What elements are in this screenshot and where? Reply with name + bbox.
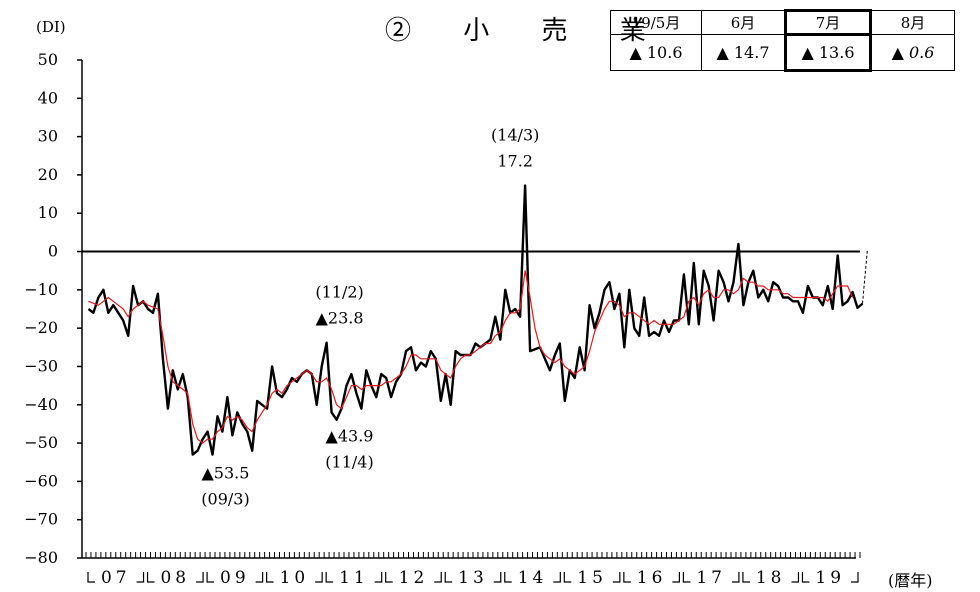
year-bracket-right — [553, 572, 561, 583]
year-bracket-right — [851, 572, 859, 583]
ref-header-jul: 7月 — [784, 9, 872, 36]
year-label: 13 — [458, 568, 488, 588]
year-bracket-left — [801, 572, 810, 583]
annotation-label: (09/3) — [201, 489, 249, 508]
annotation-label: 17.2 — [497, 152, 533, 171]
y-tick-label: 0 — [48, 242, 58, 261]
annotation-label: ▲53.5 — [202, 463, 250, 482]
series-line-di — [87, 184, 864, 456]
year-label: 10 — [280, 568, 310, 588]
year-label: 18 — [756, 568, 786, 588]
ref-value-jul: ▲ 13.6 — [784, 33, 872, 72]
annotation-label: ▲23.8 — [316, 309, 364, 328]
year-bracket-left — [742, 572, 750, 583]
year-bracket-left — [504, 572, 512, 583]
year-label: 19 — [815, 568, 845, 588]
y-tick-label: −20 — [24, 318, 58, 337]
ref-value-aug: ▲ 0.6 — [870, 34, 955, 71]
reference-table: 19/5月 6月 7月 8月 ▲ 10.6 ▲ 14.7 ▲ 13.6 ▲ 0.… — [610, 9, 955, 72]
year-bracket-right — [791, 572, 800, 583]
y-tick-label: 50 — [38, 50, 58, 69]
chart-title: ② 小 売 業 — [385, 16, 668, 46]
year-bracket-right — [434, 572, 442, 583]
y-tick-label: −50 — [24, 433, 58, 452]
annotation-label: (11/4) — [325, 453, 373, 472]
year-bracket-right — [196, 572, 204, 583]
annotation-label: (11/2) — [315, 283, 363, 302]
year-label: 09 — [220, 568, 250, 588]
year-bracket-left — [385, 572, 393, 583]
y-tick-label: −60 — [24, 471, 58, 490]
year-bracket-left — [87, 572, 95, 583]
year-label: 16 — [637, 568, 667, 588]
y-tick-label: −10 — [24, 280, 58, 299]
y-tick-label: 10 — [38, 203, 58, 222]
ref-value-jun: ▲ 14.7 — [701, 34, 786, 71]
y-axis-label: (DI) — [36, 18, 66, 36]
y-tick-label: −80 — [24, 548, 58, 567]
year-label: 07 — [101, 568, 131, 588]
year-bracket-left — [623, 572, 631, 583]
annotation-label: (14/3) — [491, 126, 539, 145]
y-tick-label: 20 — [38, 165, 58, 184]
year-label: 15 — [577, 568, 607, 588]
year-bracket-right — [136, 572, 145, 583]
year-bracket-left — [206, 572, 215, 583]
x-axis-unit-label: (暦年) — [888, 571, 933, 590]
year-bracket-right — [255, 572, 264, 583]
annotation-label: ▲43.9 — [326, 427, 374, 446]
year-label: 11 — [339, 568, 369, 588]
year-label: 17 — [696, 568, 726, 588]
year-bracket-left — [682, 572, 691, 583]
year-bracket-right — [731, 572, 740, 583]
year-bracket-right — [493, 572, 502, 583]
year-bracket-left — [563, 572, 572, 583]
year-bracket-right — [315, 572, 323, 583]
y-tick-label: −40 — [24, 395, 58, 414]
year-bracket-right — [672, 572, 680, 583]
series-line-moving-average — [88, 270, 854, 444]
y-tick-label: 40 — [38, 88, 58, 107]
year-label: 08 — [160, 568, 190, 588]
year-bracket-left — [444, 572, 453, 583]
year-bracket-left — [266, 572, 274, 583]
year-label: 12 — [399, 568, 429, 588]
year-label: 14 — [518, 568, 548, 588]
y-tick-label: 30 — [38, 127, 58, 146]
ref-value-may: ▲ 10.6 — [610, 34, 702, 71]
y-tick-label: −30 — [24, 356, 58, 375]
forecast-line — [861, 249, 868, 304]
year-bracket-right — [374, 572, 383, 583]
ref-header-aug: 8月 — [870, 10, 955, 35]
year-bracket-right — [612, 572, 621, 583]
year-bracket-left — [146, 572, 155, 583]
year-bracket-left — [325, 572, 334, 583]
y-tick-label: −70 — [24, 510, 58, 529]
